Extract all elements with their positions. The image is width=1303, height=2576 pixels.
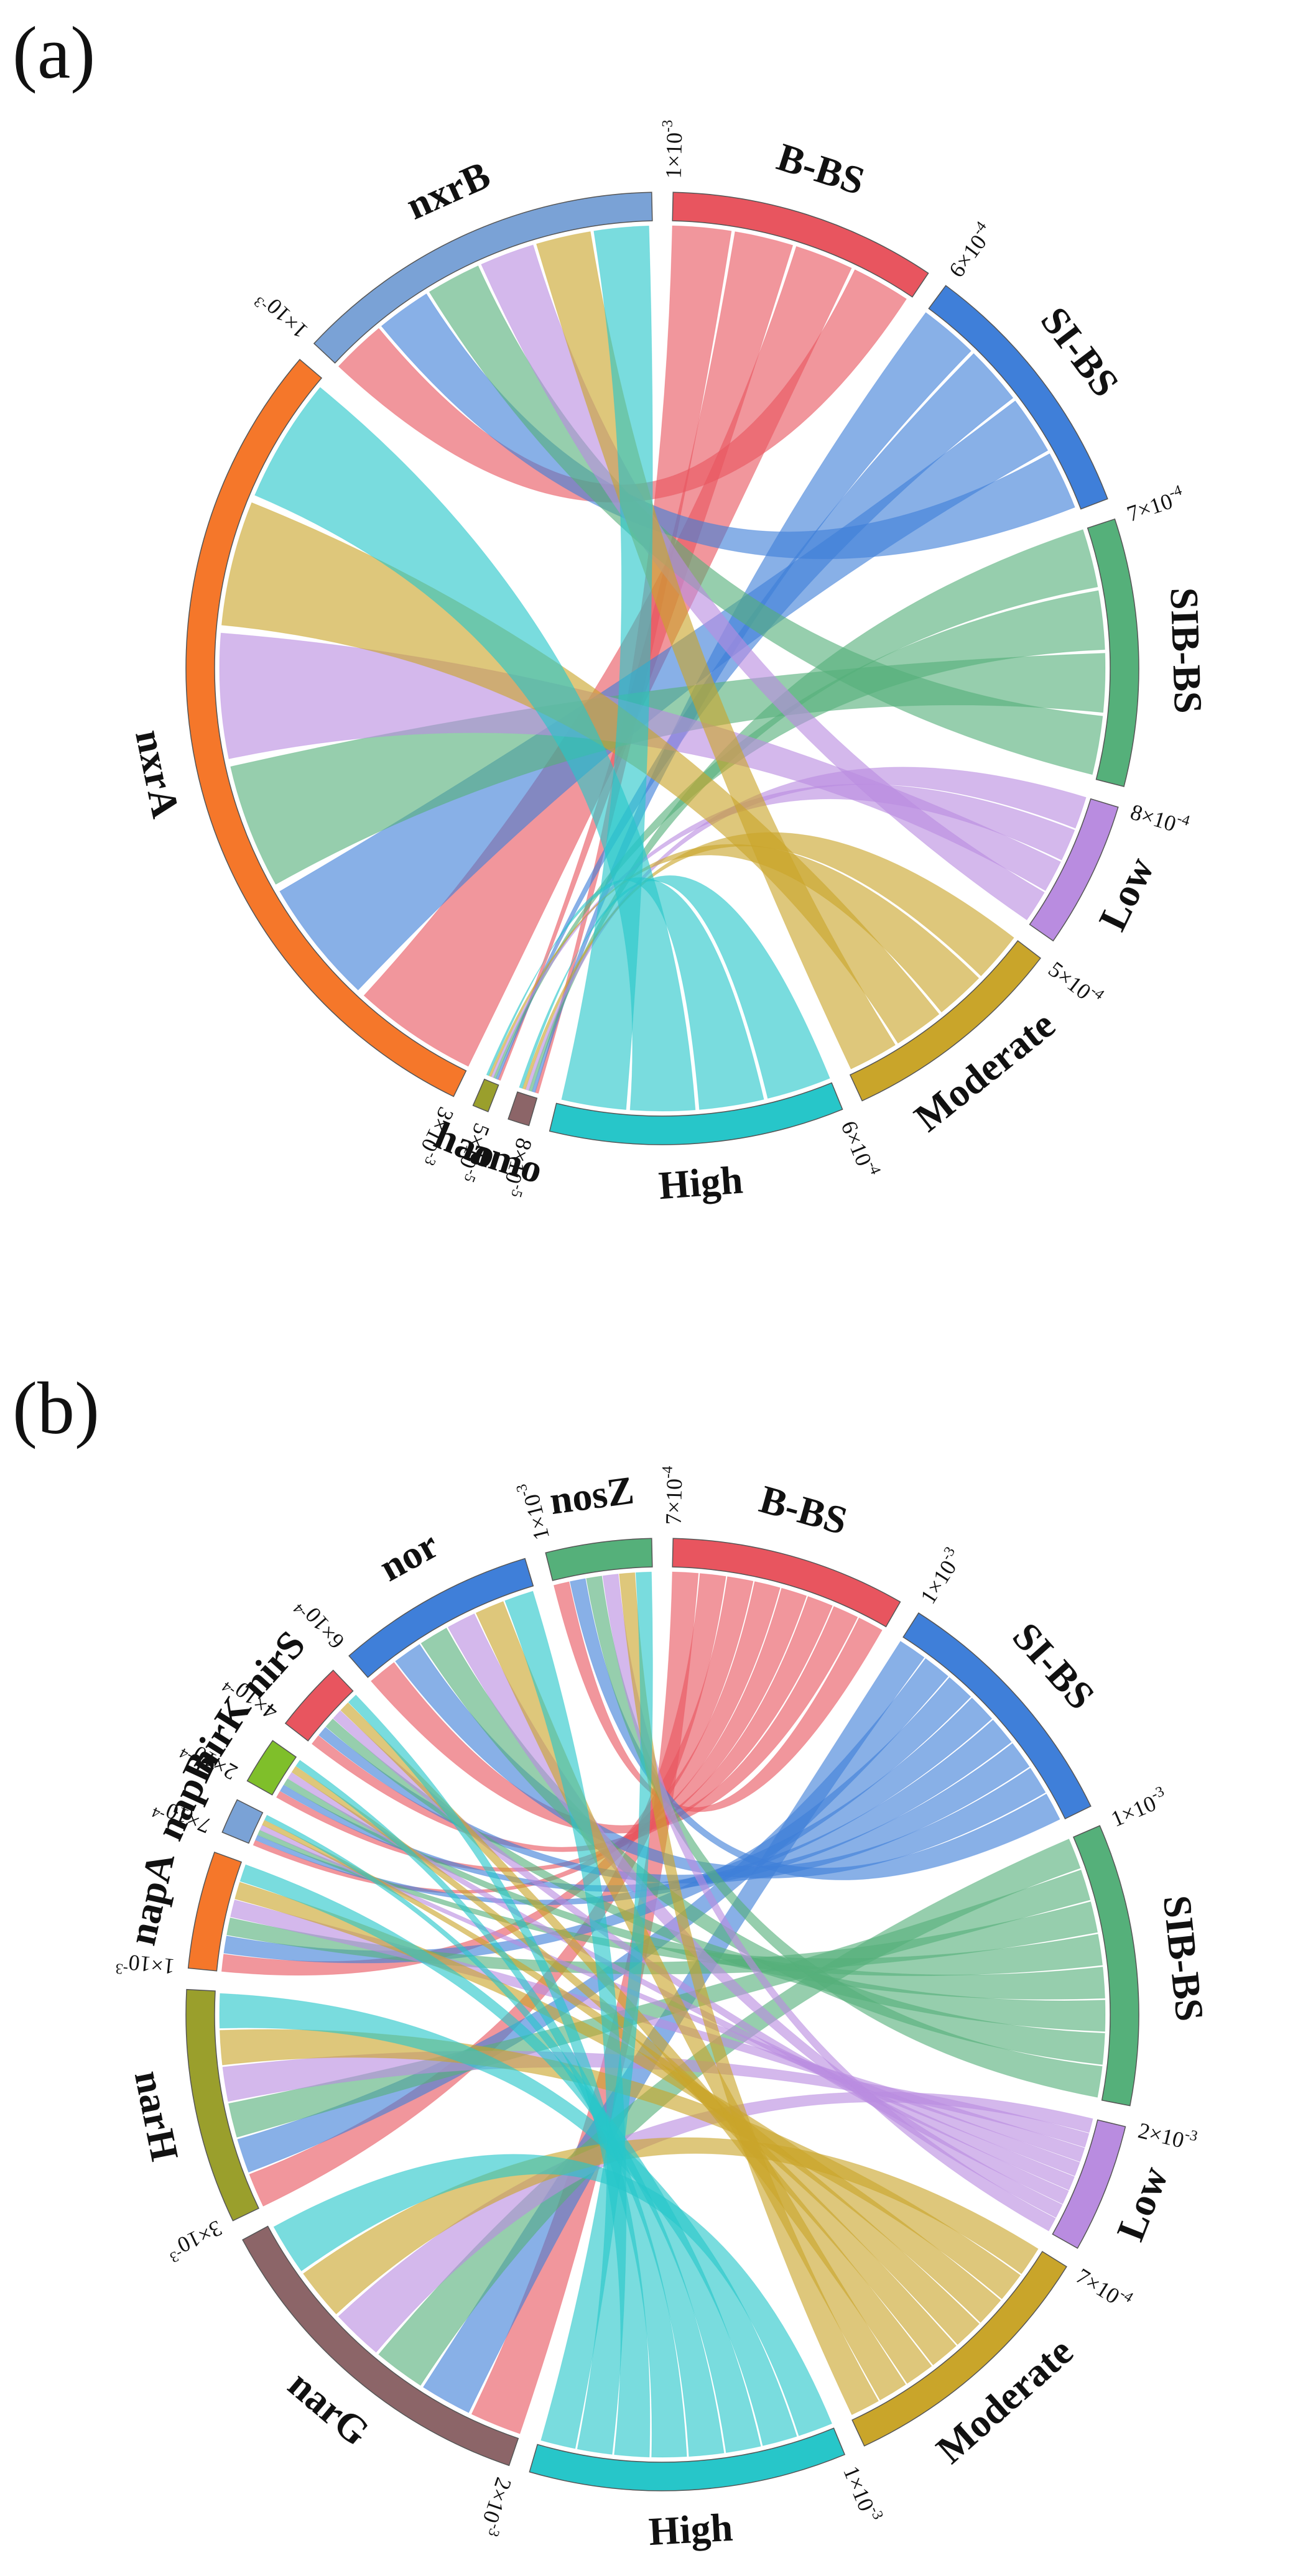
- segment-label-narh: narH: [126, 2067, 187, 2164]
- chord-ribbon: [340, 1702, 932, 2384]
- chord-ribbon: [561, 225, 653, 1110]
- chord-ribbon: [338, 269, 907, 503]
- segment-arc-napb: [221, 1799, 264, 1844]
- scale-label: 1×10-3: [1106, 1783, 1171, 1832]
- segment-label-sib-bs: SIB-BS: [1155, 1893, 1212, 2023]
- segment-arc-si-bs: [902, 1612, 1092, 1820]
- chord-ribbon: [504, 1590, 627, 2455]
- chord-ribbon: [522, 832, 1014, 1090]
- scale-label: 7×10-4: [658, 1466, 687, 1525]
- segment-arc-nxra: [185, 359, 467, 1097]
- segment-label-nosz: nosZ: [547, 1468, 637, 1523]
- chord-ribbon: [291, 1766, 957, 2366]
- scale-label: 8×10-4: [1128, 796, 1192, 840]
- segment-label-nxrb: nxrB: [400, 152, 497, 228]
- scale-label: 1×10-3: [838, 2462, 886, 2526]
- chord-diagram-b: B-BS7×10-4SI-BS1×10-3SIB-BS1×10-3Low2×10…: [115, 1466, 1213, 2554]
- segment-arc-b-bs: [672, 192, 929, 298]
- segment-arc-sib-bs: [1087, 518, 1139, 787]
- segment-label-b-bs: B-BS: [755, 1477, 852, 1543]
- scale-label: 2×10-3: [474, 2475, 519, 2539]
- segment-arc-sib-bs: [1072, 1825, 1139, 2107]
- chord-ribbon: [540, 1571, 653, 2449]
- scale-label: 7×10-4: [1123, 482, 1188, 527]
- segment-arc-napa: [187, 1851, 243, 1972]
- segment-label-high: High: [647, 2505, 734, 2554]
- segment-label-b-bs: B-BS: [772, 134, 869, 203]
- scale-label: 7×10-4: [1072, 2261, 1136, 2315]
- chord-ribbon: [619, 1572, 879, 2416]
- segment-arc-moderate: [851, 2251, 1067, 2447]
- segment-label-sib-bs: SIB-BS: [1162, 587, 1210, 714]
- scale-label: 1×10-3: [251, 285, 312, 345]
- panel-b-label: (b): [12, 1367, 100, 1449]
- segment-arc-nirs: [284, 1669, 354, 1742]
- scale-label: 1×10-3: [913, 1544, 968, 1609]
- segment-arc-amo: [508, 1091, 538, 1127]
- segment-label-low: Low: [1090, 850, 1162, 937]
- chord-ribbon: [264, 1814, 725, 2457]
- scale-label: 6×10-4: [942, 218, 999, 282]
- ribbons: [219, 225, 1106, 1112]
- segment-arc-high: [529, 2427, 846, 2491]
- segment-label-nxra: nxrA: [127, 726, 188, 821]
- segment-arc-low: [1052, 2119, 1126, 2249]
- ribbons: [219, 1571, 1106, 2458]
- segment-arc-high: [549, 1082, 843, 1145]
- chord-ribbon: [531, 312, 971, 1093]
- panel-a-label: (a): [12, 11, 95, 94]
- chord-ribbon: [295, 1760, 687, 2458]
- chord-ribbon: [495, 353, 1014, 1080]
- segment-arc-nor: [348, 1558, 534, 1678]
- segment-label-napa: napA: [119, 1849, 183, 1949]
- scale-label: 1×10-3: [658, 119, 687, 178]
- segment-label-moderate: Moderate: [906, 1002, 1063, 1140]
- segment-label-high: High: [657, 1157, 744, 1207]
- segment-arc-hao: [472, 1078, 499, 1112]
- chord-ribbon: [259, 1824, 1080, 2177]
- chord-diagram-a: B-BS1×10-3SI-BS6×10-4SIB-BS7×10-4Low8×10…: [127, 119, 1210, 1207]
- chord-ribbon: [254, 387, 696, 1112]
- segment-arc-nirk: [246, 1740, 297, 1796]
- chord-ribbon: [348, 1694, 651, 2458]
- scale-label: 5×10-4: [1044, 954, 1107, 1012]
- segment-arc-narg: [242, 2225, 519, 2467]
- segment-arc-nosz: [545, 1538, 653, 1581]
- segment-arc-si-bs: [928, 285, 1108, 510]
- chord-ribbon: [219, 1993, 797, 2447]
- scale-label: 2×10-3: [1136, 2115, 1199, 2156]
- scale-label: 6×10-4: [836, 1116, 884, 1181]
- segment-arc-narh: [185, 1988, 259, 2222]
- segment-arc-moderate: [849, 939, 1042, 1102]
- segment-label-low: Low: [1108, 2161, 1176, 2247]
- chord-ribbon: [493, 590, 1105, 1079]
- segment-label-nor: nor: [372, 1522, 445, 1590]
- segment-arc-b-bs: [672, 1538, 901, 1628]
- scale-label: 1×10-3: [115, 1949, 176, 1982]
- chord-ribbon: [255, 1697, 993, 1905]
- scale-label: 3×10-3: [162, 2215, 227, 2266]
- segment-arc-low: [1029, 798, 1119, 942]
- segment-arc-nxrb: [313, 192, 653, 364]
- chord-ribbon: [239, 1864, 761, 2454]
